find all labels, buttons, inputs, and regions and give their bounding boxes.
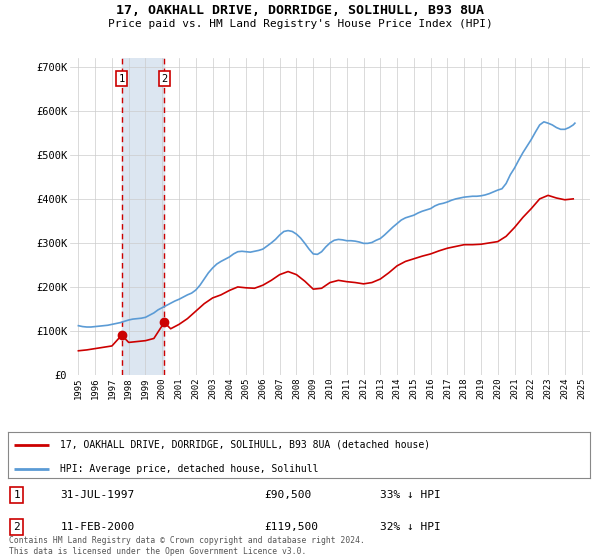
Text: 33% ↓ HPI: 33% ↓ HPI: [380, 490, 441, 500]
Text: HPI: Average price, detached house, Solihull: HPI: Average price, detached house, Soli…: [61, 464, 319, 474]
Text: 17, OAKHALL DRIVE, DORRIDGE, SOLIHULL, B93 8UA: 17, OAKHALL DRIVE, DORRIDGE, SOLIHULL, B…: [116, 4, 484, 17]
Text: 1: 1: [119, 73, 125, 83]
Text: 17, OAKHALL DRIVE, DORRIDGE, SOLIHULL, B93 8UA (detached house): 17, OAKHALL DRIVE, DORRIDGE, SOLIHULL, B…: [61, 440, 431, 450]
Text: 2: 2: [161, 73, 167, 83]
Text: 1: 1: [13, 490, 20, 500]
Text: Contains HM Land Registry data © Crown copyright and database right 2024.
This d: Contains HM Land Registry data © Crown c…: [9, 536, 365, 556]
Text: Price paid vs. HM Land Registry's House Price Index (HPI): Price paid vs. HM Land Registry's House …: [107, 19, 493, 29]
Text: 31-JUL-1997: 31-JUL-1997: [61, 490, 134, 500]
Text: 32% ↓ HPI: 32% ↓ HPI: [380, 522, 441, 532]
Bar: [122, 58, 164, 375]
Text: 2: 2: [13, 522, 20, 532]
Text: 11-FEB-2000: 11-FEB-2000: [61, 522, 134, 532]
Text: £90,500: £90,500: [264, 490, 311, 500]
Text: £119,500: £119,500: [264, 522, 318, 532]
